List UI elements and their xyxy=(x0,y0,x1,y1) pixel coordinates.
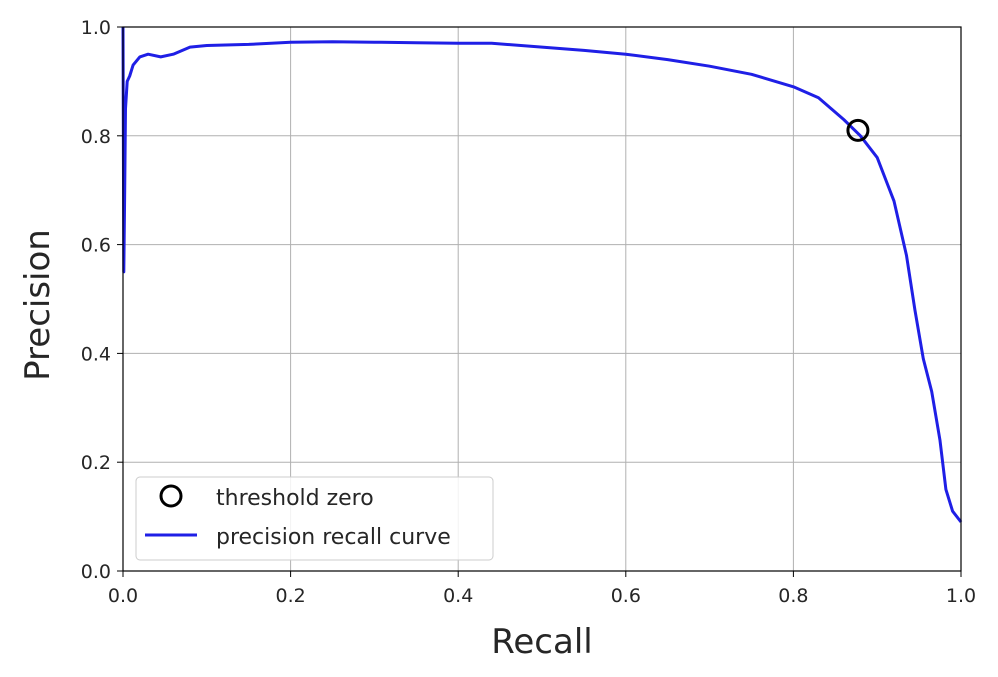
x-tick-label: 0.6 xyxy=(611,585,641,607)
x-tick-label: 1.0 xyxy=(946,585,976,607)
y-tick-label: 0.8 xyxy=(81,126,111,148)
y-tick-label: 0.4 xyxy=(81,343,111,365)
legend-box xyxy=(135,476,494,561)
y-tick-label: 0.2 xyxy=(81,452,111,474)
y-tick-label: 1.0 xyxy=(81,17,111,39)
legend: threshold zero precision recall curve xyxy=(135,476,494,561)
x-tick-label: 0.0 xyxy=(108,585,138,607)
threshold-zero-marker xyxy=(846,118,870,142)
axes-frame xyxy=(122,26,962,572)
x-axis-ticks: 0.0 0.2 0.4 0.6 0.8 1.0 xyxy=(108,571,976,607)
legend-label-precision-recall-curve: precision recall curve xyxy=(216,525,451,550)
precision-recall-curve-line xyxy=(121,26,963,523)
x-tick-label: 0.2 xyxy=(275,585,305,607)
y-tick-label: 0.6 xyxy=(81,235,111,257)
plot-area xyxy=(121,26,963,523)
y-axis-ticks: 0.0 0.2 0.4 0.6 0.8 1.0 xyxy=(81,17,123,583)
x-axis-title: Recall xyxy=(491,622,592,662)
x-tick-label: 0.4 xyxy=(443,585,473,607)
y-axis-title: Precision xyxy=(18,229,58,381)
legend-threshold-marker xyxy=(159,484,183,508)
legend-label-threshold-zero: threshold zero xyxy=(216,486,374,511)
x-tick-label: 0.8 xyxy=(778,585,808,607)
y-tick-label: 0.0 xyxy=(81,561,111,583)
